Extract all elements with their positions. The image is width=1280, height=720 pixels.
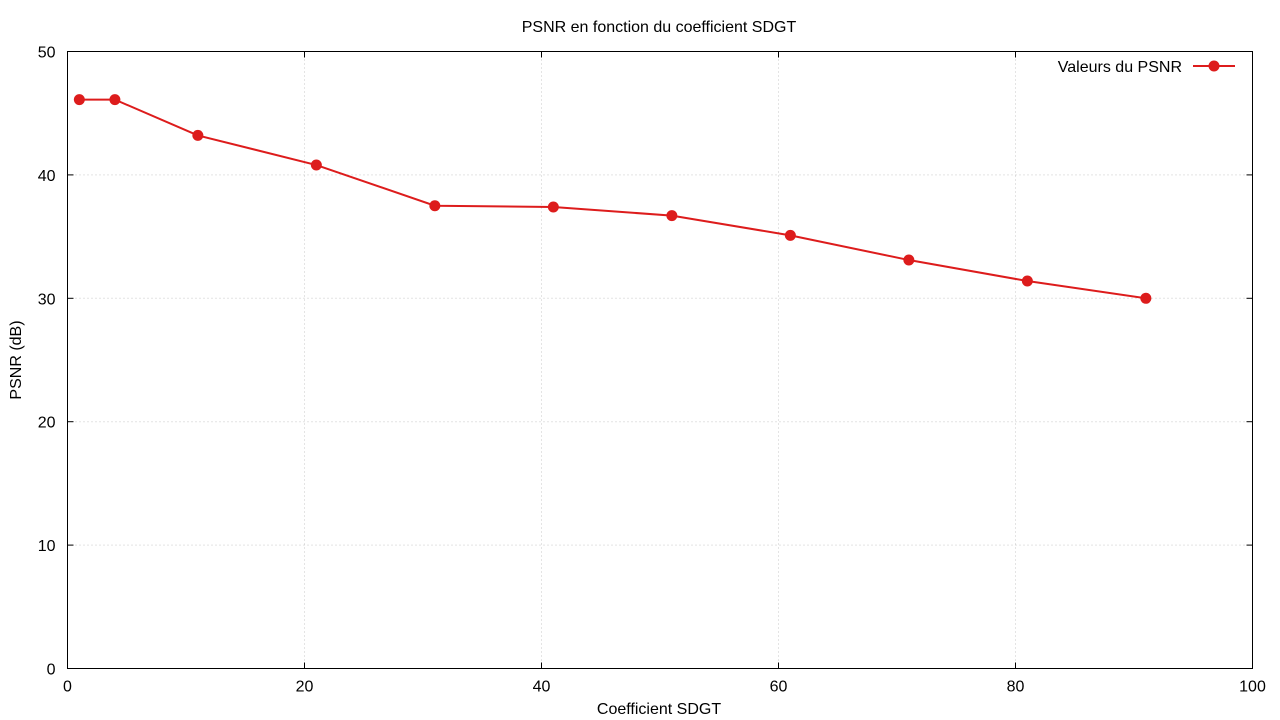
- data-point: [1140, 292, 1152, 304]
- x-tick-label: 80: [1007, 679, 1025, 696]
- y-tick-label: 0: [47, 662, 56, 679]
- y-axis-label: PSNR (dB): [8, 320, 25, 399]
- data-point: [192, 129, 204, 141]
- plot-frame: [67, 51, 1253, 669]
- x-tick-label: 0: [63, 679, 72, 696]
- y-tick-label: 10: [38, 538, 56, 555]
- data-point: [429, 200, 441, 212]
- legend: Valeurs du PSNR: [1058, 59, 1235, 76]
- data-point: [73, 94, 85, 106]
- y-tick-label: 20: [38, 415, 56, 432]
- y-tick-label: 50: [38, 45, 56, 62]
- x-tick-label: 100: [1239, 679, 1266, 696]
- legend-marker: [1208, 60, 1220, 72]
- data-point: [903, 254, 915, 266]
- y-tick-label: 40: [38, 168, 56, 185]
- y-tick-label: 30: [38, 291, 56, 308]
- x-tick-label: 20: [296, 679, 314, 696]
- axis-ticks: [67, 51, 1253, 669]
- series-layer: [73, 94, 1152, 304]
- legend-label: Valeurs du PSNR: [1058, 59, 1182, 76]
- grid: [67, 51, 1253, 669]
- series-line: [79, 98, 1146, 300]
- x-axis-label: Coefficient SDGT: [597, 701, 721, 718]
- data-point: [666, 210, 678, 222]
- data-point: [784, 229, 796, 241]
- chart-title: PSNR en fonction du coefficient SDGT: [522, 19, 797, 36]
- x-tick-label: 40: [533, 679, 551, 696]
- x-tick-label: 60: [770, 679, 788, 696]
- data-point: [1021, 275, 1033, 287]
- data-point: [310, 159, 322, 171]
- tick-labels: 0 20 40 60 80 100 0 10 20 30 40 50: [38, 45, 1266, 696]
- data-point: [547, 201, 559, 213]
- data-point: [109, 94, 121, 106]
